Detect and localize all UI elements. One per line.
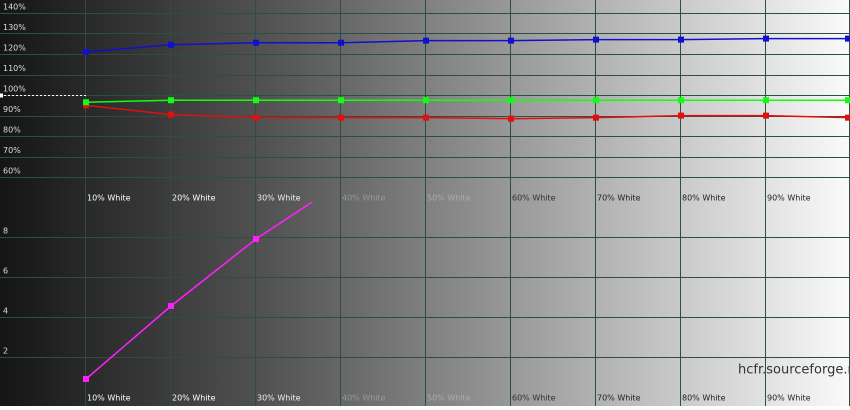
x-tick-label: 80% White xyxy=(682,394,726,403)
data-point xyxy=(845,114,850,121)
y-tick-label: 140% xyxy=(3,2,26,11)
x-tick-label: 20% White xyxy=(172,394,216,403)
data-point xyxy=(253,97,259,104)
y-tick-label: 120% xyxy=(3,44,26,53)
x-tick-label: 60% White xyxy=(512,194,556,203)
data-point xyxy=(678,97,684,104)
data-point xyxy=(423,97,429,104)
x-tick-label: 70% White xyxy=(597,394,641,403)
x-tick-label: 50% White xyxy=(427,194,471,203)
data-point xyxy=(845,35,850,42)
x-tick-label: 10% White xyxy=(87,394,131,403)
y-tick-label: 80% xyxy=(3,126,21,135)
x-tick-label: 10% White xyxy=(87,194,131,203)
data-point xyxy=(83,102,89,109)
data-point xyxy=(845,97,850,104)
x-tick-label: 80% White xyxy=(682,194,726,203)
data-point xyxy=(678,112,684,119)
x-tick-label: 60% White xyxy=(512,394,556,403)
watermark: hcfr.sourceforge.net xyxy=(738,363,850,378)
series-line xyxy=(85,104,849,120)
data-point xyxy=(508,115,514,122)
series-line xyxy=(85,99,848,104)
data-point xyxy=(83,376,89,382)
data-point xyxy=(423,37,429,44)
x-tick-label: 40% White xyxy=(342,194,386,203)
y-tick-label: 130% xyxy=(3,23,26,32)
x-tick-label: 30% White xyxy=(257,194,301,203)
data-point xyxy=(593,97,599,104)
y-tick-label: 110% xyxy=(3,64,26,73)
data-point xyxy=(168,303,174,309)
x-tick-label: 90% White xyxy=(767,194,811,203)
x-tick-label: 70% White xyxy=(597,194,641,203)
data-point xyxy=(83,48,89,55)
data-point xyxy=(678,36,684,43)
y-tick-label: 8 xyxy=(3,227,8,236)
data-point xyxy=(253,236,259,242)
reference-marker xyxy=(0,93,3,98)
y-tick-label: 90% xyxy=(3,105,21,114)
data-point xyxy=(83,99,89,106)
x-tick-label: 90% White xyxy=(767,394,811,403)
y-tick-label: 60% xyxy=(3,167,21,176)
series-line xyxy=(85,37,848,53)
data-point xyxy=(338,39,344,46)
x-tick-label: 20% White xyxy=(172,194,216,203)
y-tick-label: 4 xyxy=(3,307,8,316)
data-point xyxy=(423,114,429,121)
data-point xyxy=(168,97,174,104)
data-point xyxy=(253,114,259,121)
y-tick-label: 70% xyxy=(3,146,21,155)
data-point xyxy=(338,97,344,104)
x-tick-label: 40% White xyxy=(342,394,386,403)
data-point xyxy=(338,114,344,121)
series-group xyxy=(83,202,314,382)
data-point xyxy=(508,37,514,44)
y-tick-label: 6 xyxy=(3,267,8,276)
data-point xyxy=(763,35,769,42)
data-point xyxy=(168,111,174,118)
data-point xyxy=(763,112,769,119)
x-tick-label: 30% White xyxy=(257,394,301,403)
data-point xyxy=(168,41,174,48)
data-point xyxy=(593,114,599,121)
x-tick-label: 50% White xyxy=(427,394,471,403)
data-point xyxy=(593,36,599,43)
data-point xyxy=(763,97,769,104)
data-point xyxy=(253,39,259,46)
y-tick-label: 100% xyxy=(3,85,26,94)
data-point xyxy=(508,97,514,104)
series-group xyxy=(83,35,850,122)
series-line xyxy=(85,202,314,380)
y-tick-label: 2 xyxy=(3,347,8,356)
